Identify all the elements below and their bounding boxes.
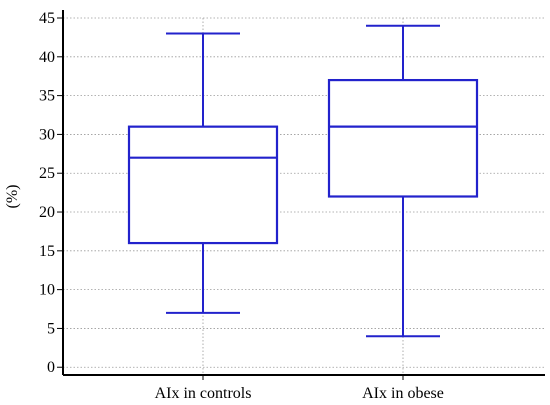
iqr-box — [127, 125, 279, 245]
y-tick-label: 10 — [39, 282, 55, 299]
y-tick-label: 5 — [47, 320, 55, 337]
y-tick-label: 35 — [39, 88, 55, 105]
x-category-label: AIx in controls — [155, 385, 252, 402]
box-plot-obese — [327, 24, 479, 338]
x-axis-category-labels: AIx in controls AIx in obese — [155, 375, 444, 402]
y-tick-label: 40 — [39, 49, 55, 66]
y-tick-label: 30 — [39, 126, 55, 143]
boxes — [127, 24, 479, 338]
y-axis-ticks: 0 5 10 15 20 25 30 35 40 45 — [39, 10, 63, 376]
y-tick-label: 20 — [39, 204, 55, 221]
y-tick-label: 25 — [39, 165, 55, 182]
y-tick-label: 0 — [47, 359, 55, 376]
box-plot-controls — [127, 32, 279, 314]
y-tick-label: 45 — [39, 10, 55, 27]
y-tick-label: 15 — [39, 243, 55, 260]
x-category-label: AIx in obese — [362, 385, 444, 402]
y-axis-title: (%) — [4, 185, 21, 209]
iqr-box — [327, 78, 479, 198]
